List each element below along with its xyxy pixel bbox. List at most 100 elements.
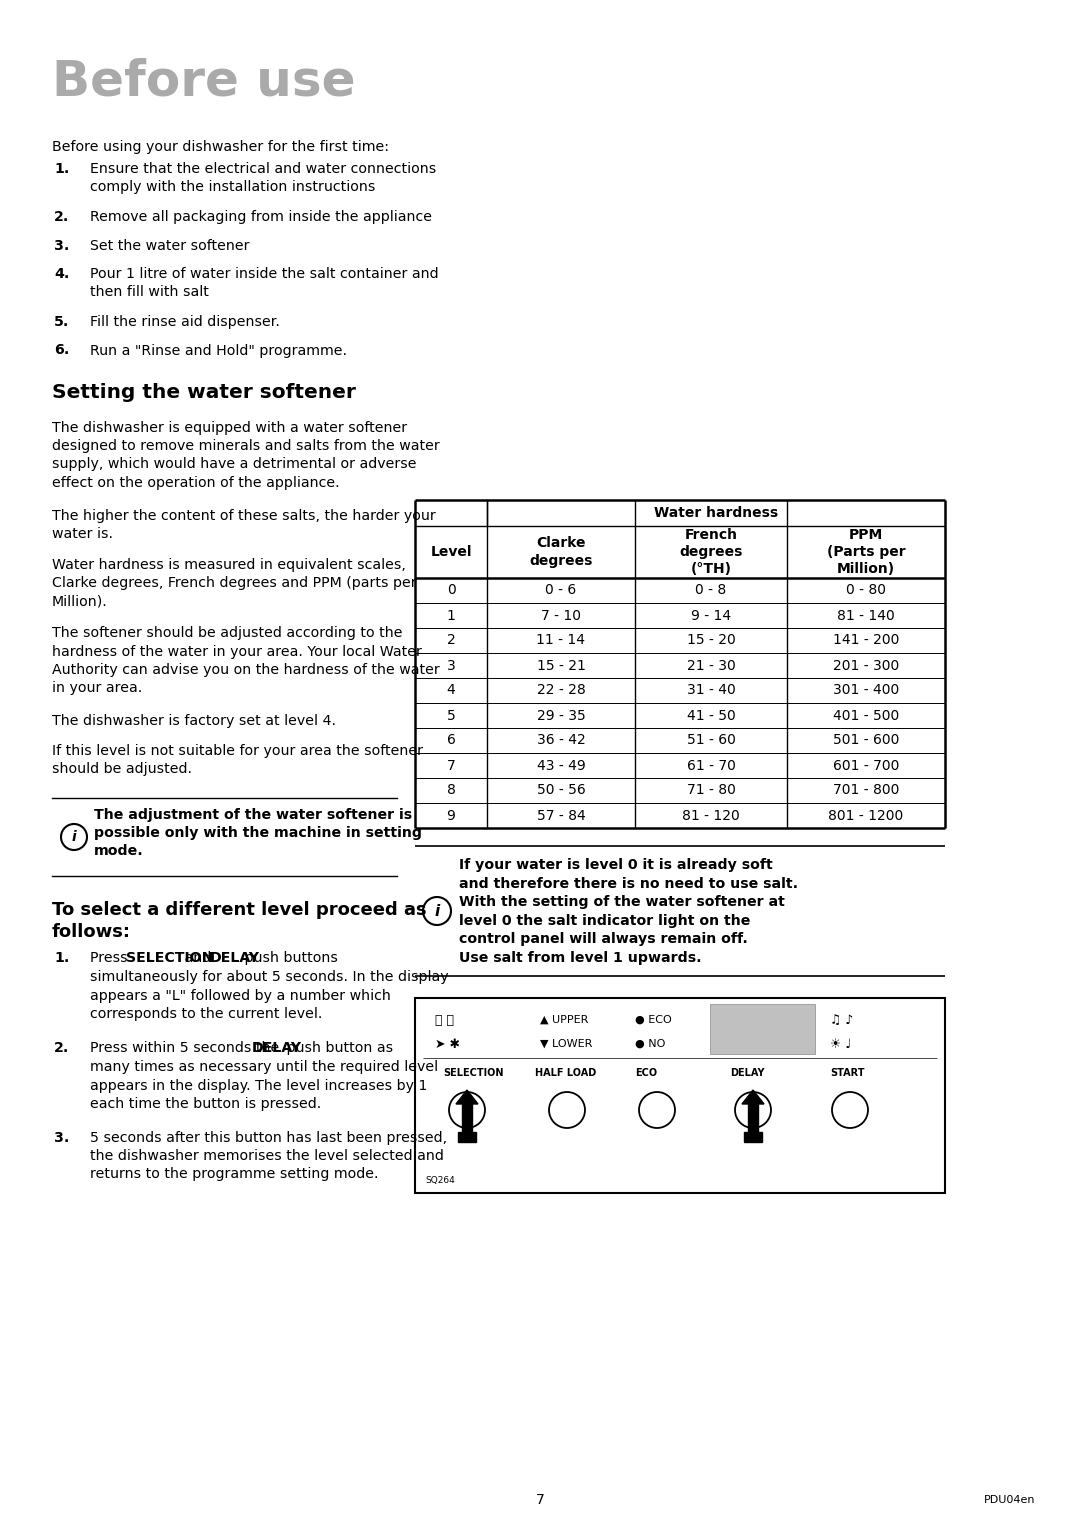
Text: push buttons: push buttons (240, 951, 338, 964)
Text: ☀ ♩: ☀ ♩ (831, 1038, 851, 1050)
Text: Water hardness: Water hardness (653, 507, 778, 520)
Text: 36 - 42: 36 - 42 (537, 734, 585, 748)
Text: HALF LOAD: HALF LOAD (535, 1068, 596, 1077)
Text: Before using your dishwasher for the first time:: Before using your dishwasher for the fir… (52, 140, 389, 154)
Text: Remove all packaging from inside the appliance: Remove all packaging from inside the app… (90, 211, 432, 224)
Text: Ensure that the electrical and water connections
comply with the installation in: Ensure that the electrical and water con… (90, 162, 436, 194)
Text: 2.: 2. (54, 211, 69, 224)
Text: DELAY: DELAY (210, 951, 260, 964)
Text: DELAY: DELAY (730, 1068, 765, 1077)
Text: ECO: ECO (635, 1068, 657, 1077)
Text: 9 - 14: 9 - 14 (691, 609, 731, 623)
Text: 501 - 600: 501 - 600 (833, 734, 900, 748)
Text: Clarke
degrees: Clarke degrees (529, 536, 593, 568)
Text: 7 - 10: 7 - 10 (541, 609, 581, 623)
Text: 57 - 84: 57 - 84 (537, 809, 585, 823)
Text: i: i (434, 903, 440, 919)
Text: ▼ LOWER: ▼ LOWER (540, 1039, 592, 1048)
Text: If your water is level 0 it is already soft
and therefore there is no need to us: If your water is level 0 it is already s… (459, 858, 798, 964)
Text: 401 - 500: 401 - 500 (833, 708, 900, 722)
Text: 11 - 14: 11 - 14 (537, 633, 585, 647)
Polygon shape (742, 1090, 764, 1103)
Text: 50 - 56: 50 - 56 (537, 783, 585, 798)
Text: DELAY: DELAY (252, 1041, 302, 1054)
Bar (415, 998, 945, 1193)
Text: 301 - 400: 301 - 400 (833, 684, 900, 697)
Text: 8: 8 (446, 783, 456, 798)
Text: PPM
(Parts per
Million): PPM (Parts per Million) (826, 528, 905, 577)
Text: SELECTION: SELECTION (126, 951, 214, 964)
Text: ▲ UPPER: ▲ UPPER (540, 1015, 589, 1025)
Text: 0: 0 (447, 583, 456, 598)
Text: The softener should be adjusted according to the
hardness of the water in your a: The softener should be adjusted accordin… (52, 627, 440, 694)
Text: follows:: follows: (52, 923, 131, 942)
Text: 43 - 49: 43 - 49 (537, 758, 585, 772)
Text: PDU04en: PDU04en (984, 1495, 1035, 1505)
Text: simultaneously for about 5 seconds. In the display
appears a "L" followed by a n: simultaneously for about 5 seconds. In t… (90, 971, 448, 1021)
Text: 701 - 800: 701 - 800 (833, 783, 900, 798)
Text: 1: 1 (446, 609, 456, 623)
Bar (748, 1103, 758, 1135)
Text: 81 - 120: 81 - 120 (683, 809, 740, 823)
Polygon shape (456, 1090, 478, 1103)
Text: Run a "Rinse and Hold" programme.: Run a "Rinse and Hold" programme. (90, 343, 347, 357)
Text: 3.: 3. (54, 238, 69, 252)
Text: The higher the content of these salts, the harder your
water is.: The higher the content of these salts, t… (52, 510, 435, 542)
Text: Before use: Before use (52, 58, 355, 105)
Text: ♫ ♪: ♫ ♪ (831, 1013, 853, 1027)
Text: Setting the water softener: Setting the water softener (52, 383, 356, 401)
Text: 51 - 60: 51 - 60 (687, 734, 735, 748)
Bar (462, 1103, 472, 1135)
Text: Press within 5 seconds the: Press within 5 seconds the (90, 1041, 284, 1054)
Text: 15 - 20: 15 - 20 (687, 633, 735, 647)
Text: ● ECO: ● ECO (635, 1015, 672, 1025)
Text: The dishwasher is equipped with a water softener
designed to remove minerals and: The dishwasher is equipped with a water … (52, 421, 440, 490)
Text: 🔑 Ⓢ: 🔑 Ⓢ (435, 1013, 454, 1027)
Text: 41 - 50: 41 - 50 (687, 708, 735, 722)
Text: 61 - 70: 61 - 70 (687, 758, 735, 772)
Text: 0 - 8: 0 - 8 (696, 583, 727, 598)
Text: START: START (831, 1068, 864, 1077)
Text: Level: Level (430, 545, 472, 559)
Text: Fill the rinse aid dispenser.: Fill the rinse aid dispenser. (90, 314, 280, 330)
Text: many times as necessary until the required level
appears in the display. The lev: many times as necessary until the requir… (90, 1061, 438, 1111)
Text: If this level is not suitable for your area the softener
should be adjusted.: If this level is not suitable for your a… (52, 745, 423, 777)
Text: French
degrees
(°TH): French degrees (°TH) (679, 528, 743, 577)
Text: 7: 7 (536, 1492, 544, 1508)
Text: 601 - 700: 601 - 700 (833, 758, 900, 772)
Text: 5.: 5. (54, 314, 69, 330)
Text: 15 - 21: 15 - 21 (537, 659, 585, 673)
Text: 9: 9 (446, 809, 456, 823)
Text: 6: 6 (446, 734, 456, 748)
Text: 0 - 6: 0 - 6 (545, 583, 577, 598)
Text: 81 - 140: 81 - 140 (837, 609, 895, 623)
Text: 6.: 6. (54, 343, 69, 357)
Text: SELECTION: SELECTION (443, 1068, 503, 1077)
Text: Press: Press (90, 951, 132, 964)
Text: 5: 5 (447, 708, 456, 722)
Bar (458, 1132, 476, 1141)
Text: 1.: 1. (54, 162, 69, 175)
Text: 2.: 2. (54, 1041, 69, 1054)
Text: Pour 1 litre of water inside the salt container and
then fill with salt: Pour 1 litre of water inside the salt co… (90, 267, 438, 299)
Text: i: i (71, 830, 77, 844)
Text: 5 seconds after this button has last been pressed,
the dishwasher memorises the : 5 seconds after this button has last bee… (90, 1131, 447, 1181)
Text: The dishwasher is factory set at level 4.: The dishwasher is factory set at level 4… (52, 714, 336, 728)
Text: 71 - 80: 71 - 80 (687, 783, 735, 798)
Text: To select a different level proceed as: To select a different level proceed as (52, 900, 427, 919)
Bar (710, 1004, 815, 1054)
Text: 31 - 40: 31 - 40 (687, 684, 735, 697)
Text: 29 - 35: 29 - 35 (537, 708, 585, 722)
Text: ➤ ✱: ➤ ✱ (435, 1038, 460, 1050)
Text: ● NO: ● NO (635, 1039, 665, 1048)
Text: 0 - 80: 0 - 80 (846, 583, 886, 598)
Text: The adjustment of the water softener is
possible only with the machine in settin: The adjustment of the water softener is … (94, 807, 422, 858)
Text: 3: 3 (447, 659, 456, 673)
Text: 801 - 1200: 801 - 1200 (828, 809, 904, 823)
Text: SQ264: SQ264 (426, 1177, 455, 1186)
Text: Water hardness is measured in equivalent scales,
Clarke degrees, French degrees : Water hardness is measured in equivalent… (52, 559, 417, 609)
Text: 3.: 3. (54, 1131, 69, 1144)
Text: 2: 2 (447, 633, 456, 647)
Text: 201 - 300: 201 - 300 (833, 659, 900, 673)
Text: 21 - 30: 21 - 30 (687, 659, 735, 673)
